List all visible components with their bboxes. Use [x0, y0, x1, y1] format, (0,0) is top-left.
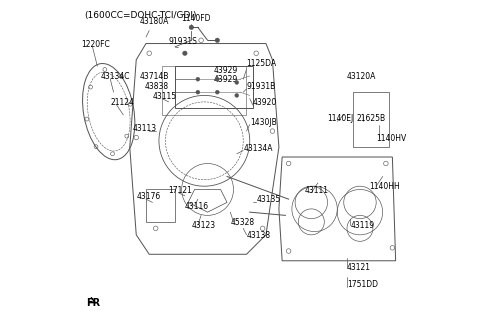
- Text: 43920: 43920: [253, 98, 277, 107]
- Text: 43115: 43115: [153, 92, 177, 101]
- Text: 1140HH: 1140HH: [370, 182, 400, 191]
- Text: 43714B: 43714B: [139, 72, 168, 81]
- Text: 43135: 43135: [256, 196, 280, 204]
- Text: 43111: 43111: [305, 186, 329, 195]
- Text: 1220FC: 1220FC: [81, 40, 110, 49]
- Circle shape: [235, 94, 239, 97]
- Text: 43113: 43113: [133, 124, 157, 133]
- Circle shape: [216, 77, 219, 81]
- Circle shape: [182, 51, 187, 56]
- Text: 1140FD: 1140FD: [181, 14, 211, 23]
- Text: 91931S: 91931S: [168, 37, 198, 45]
- Text: 43929: 43929: [214, 76, 238, 84]
- Text: 43121: 43121: [347, 264, 371, 272]
- Text: 43134A: 43134A: [243, 144, 273, 152]
- Text: 1140HV: 1140HV: [376, 134, 407, 143]
- Text: 43929: 43929: [214, 66, 238, 75]
- Text: 43134C: 43134C: [101, 72, 130, 81]
- Text: 1140EJ: 1140EJ: [327, 114, 354, 123]
- Text: 43838: 43838: [144, 82, 168, 91]
- Text: 1751DD: 1751DD: [347, 280, 378, 289]
- Text: FR: FR: [86, 298, 100, 308]
- Text: 1125DA: 1125DA: [247, 59, 276, 68]
- Text: 21625B: 21625B: [357, 114, 386, 123]
- Circle shape: [215, 38, 219, 43]
- Text: 91931B: 91931B: [247, 82, 276, 91]
- Text: 45328: 45328: [230, 218, 254, 227]
- Text: 43116: 43116: [185, 202, 209, 211]
- Text: 43120A: 43120A: [347, 72, 376, 81]
- Circle shape: [196, 77, 200, 81]
- Text: 17121: 17121: [168, 186, 192, 195]
- Text: 43123: 43123: [192, 221, 216, 230]
- Circle shape: [189, 25, 193, 30]
- Text: 43180A: 43180A: [140, 17, 169, 26]
- Circle shape: [196, 90, 200, 94]
- Text: 21124: 21124: [110, 98, 134, 107]
- Text: 43176: 43176: [136, 192, 160, 201]
- Text: 1430JB: 1430JB: [250, 118, 276, 127]
- Text: 43138: 43138: [247, 231, 271, 240]
- Circle shape: [235, 80, 239, 84]
- Text: 43119: 43119: [350, 221, 374, 230]
- Text: (1600CC=DOHC-TCI/GDI): (1600CC=DOHC-TCI/GDI): [84, 11, 197, 20]
- Circle shape: [216, 90, 219, 94]
